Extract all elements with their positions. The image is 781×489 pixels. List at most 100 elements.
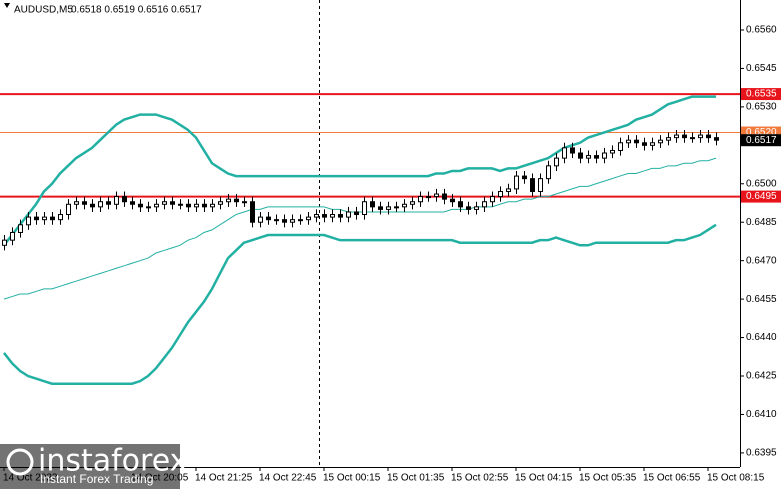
candle-body <box>666 137 671 141</box>
x-tick-label: 15 Oct 05:35 <box>579 473 637 484</box>
y-tick-label: 0.6425 <box>746 371 777 382</box>
candle-body <box>378 206 383 210</box>
candle-body <box>402 203 407 208</box>
level-label: 0.6495 <box>746 191 777 202</box>
y-tick-label: 0.6395 <box>746 448 777 459</box>
candle-body <box>210 203 215 208</box>
candle-body <box>338 214 343 218</box>
y-tick-label: 0.6440 <box>746 332 777 343</box>
indicator-line <box>3 223 717 385</box>
candle-body <box>450 198 455 203</box>
candle-body <box>514 175 519 190</box>
candle-body <box>706 134 711 139</box>
indicator-line <box>3 157 717 300</box>
watermark-logo <box>6 448 34 476</box>
header-arrow <box>4 3 10 8</box>
candle-body <box>362 201 367 216</box>
candle-body <box>66 203 71 216</box>
candle-body <box>434 193 439 198</box>
candle-body <box>234 198 239 203</box>
candle-body <box>218 201 223 205</box>
x-tick-label: 15 Oct 08:15 <box>707 473 765 484</box>
candle-body <box>386 206 391 210</box>
candle-body <box>410 201 415 205</box>
candle-body <box>354 211 359 216</box>
candle-body <box>82 201 87 205</box>
candle-body <box>114 196 119 205</box>
level-label-box <box>741 88 781 101</box>
candle-body <box>106 201 111 205</box>
candle-body <box>370 201 375 208</box>
candle-body <box>522 175 527 180</box>
level-label-box <box>741 190 781 203</box>
x-tick-label: 15 Oct 02:55 <box>451 473 509 484</box>
candle-body <box>226 198 231 203</box>
candle-body <box>162 201 167 205</box>
candle-body <box>554 157 559 167</box>
candle-body <box>18 224 23 233</box>
y-tick-label: 0.6410 <box>746 409 777 420</box>
y-tick-label: 0.6560 <box>746 25 777 36</box>
candle-body <box>570 147 575 154</box>
level-label: 0.6517 <box>746 135 777 146</box>
x-tick-label: 15 Oct 00:15 <box>323 473 381 484</box>
level-label: 0.6520 <box>746 127 777 138</box>
watermark-tagline: Instant Forex Trading <box>40 472 153 486</box>
candle-body <box>186 203 191 208</box>
candle-body <box>50 216 55 221</box>
candle-body <box>714 137 719 141</box>
x-tick-label: 14 Oct 21:25 <box>195 473 253 484</box>
candle-body <box>146 206 151 209</box>
candle-body <box>538 178 543 192</box>
candle-body <box>490 196 495 203</box>
y-tick-label: 0.6455 <box>746 294 777 305</box>
candle-body <box>610 149 615 154</box>
candle-body <box>266 216 271 221</box>
watermark-brand: instaforex <box>38 444 187 479</box>
candle-body <box>250 201 255 223</box>
candle-body <box>626 139 631 144</box>
candle-body <box>330 214 335 218</box>
candle-body <box>690 137 695 140</box>
candle-body <box>10 231 15 241</box>
candle-body <box>178 203 183 206</box>
x-tick-label: 15 Oct 04:15 <box>515 473 573 484</box>
candle-body <box>530 178 535 192</box>
candle-body <box>650 142 655 146</box>
candle-body <box>122 196 127 203</box>
candle-body <box>578 152 583 159</box>
candle-body <box>562 147 567 159</box>
candle-body <box>498 190 503 198</box>
level-label: 0.6535 <box>746 89 777 100</box>
candle-body <box>34 216 39 221</box>
candle-body <box>674 134 679 139</box>
y-tick-label: 0.6530 <box>746 102 777 113</box>
candle-body <box>314 214 319 218</box>
candle-body <box>90 203 95 208</box>
y-tick-label: 0.6485 <box>746 217 777 228</box>
watermark: instaforex Instant Forex Trading <box>0 444 187 489</box>
candle-body <box>346 211 351 218</box>
candle-body <box>394 206 399 209</box>
candle-body <box>258 216 263 223</box>
candle-body <box>482 201 487 208</box>
candle-body <box>506 188 511 192</box>
candle-body <box>74 201 79 205</box>
candle-body <box>458 201 463 208</box>
candle-body <box>586 155 591 159</box>
candle-body <box>194 203 199 208</box>
x-tick-label: 15 Oct 06:55 <box>643 473 701 484</box>
candle-body <box>282 219 287 223</box>
candle-body <box>274 219 279 222</box>
candle-body <box>466 206 471 210</box>
candle-body <box>642 142 647 146</box>
candle-body <box>2 239 7 246</box>
candle-body <box>602 152 607 159</box>
quote: 0.6518 0.6519 0.6516 0.6517 <box>71 5 202 16</box>
candle-body <box>442 193 447 200</box>
candle-body <box>426 196 431 199</box>
level-label-box <box>741 134 781 147</box>
candle-body <box>98 201 103 208</box>
